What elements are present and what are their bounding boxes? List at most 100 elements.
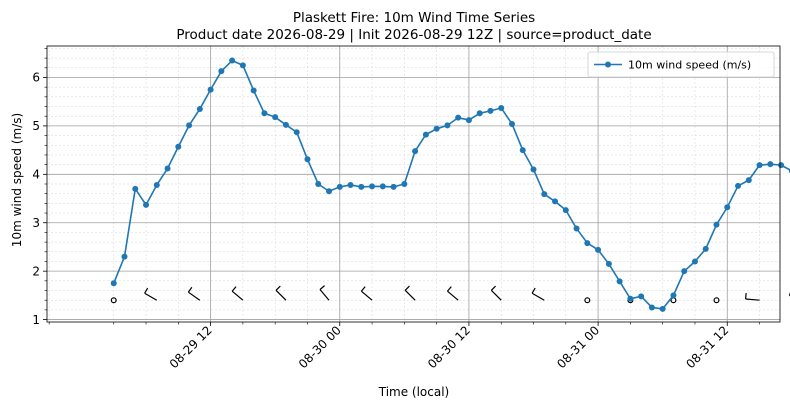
data-point	[627, 295, 634, 302]
legend-label: 10m wind speed (m/s)	[628, 59, 751, 72]
wind-barb-feather	[360, 286, 366, 292]
data-point	[186, 122, 193, 129]
minor-grid	[47, 46, 780, 322]
wind-barb-staff	[360, 290, 373, 301]
x-tick-label: 08-31 00	[554, 323, 602, 371]
series-line	[112, 59, 790, 310]
data-point	[379, 183, 386, 190]
data-point	[175, 143, 182, 150]
x-tick-label: 08-30 00	[296, 323, 344, 371]
data-point	[422, 131, 429, 138]
wind-barb-feather	[319, 285, 325, 290]
wind-barb-calm	[584, 297, 591, 304]
y-axis-label: 10m wind speed (m/s)	[10, 113, 24, 247]
data-point	[358, 183, 365, 190]
data-point	[691, 258, 698, 265]
data-point	[659, 305, 666, 312]
data-point	[347, 181, 354, 188]
data-point	[261, 110, 268, 117]
data-point	[530, 166, 537, 173]
data-point	[132, 185, 139, 192]
data-point	[519, 147, 526, 154]
y-tick-label: 1	[32, 313, 40, 327]
data-point	[465, 117, 472, 124]
data-point	[595, 246, 602, 253]
legend: 10m wind speed (m/s)	[587, 51, 775, 78]
wind-barb-feather	[446, 286, 452, 292]
axis-ticks	[43, 48, 760, 326]
wind-barb-staff	[319, 289, 330, 301]
wind-barb-feather	[275, 285, 281, 291]
data-point	[702, 245, 709, 252]
data-point	[724, 204, 731, 211]
data-point	[315, 181, 322, 187]
chart-title: Plaskett Fire: 10m Wind Time Series	[293, 10, 535, 26]
wind-barb-staff	[745, 298, 760, 301]
data-point	[605, 260, 612, 267]
data-point	[250, 87, 257, 94]
wind-barb-feather	[187, 286, 193, 293]
wind-barb-staff	[275, 289, 287, 301]
data-point	[369, 183, 376, 190]
x-axis-label: Time (local)	[378, 385, 450, 399]
wind-barbs	[110, 285, 790, 304]
wind-barb-staff	[490, 289, 502, 301]
data-point	[218, 68, 225, 75]
data-point	[756, 162, 763, 169]
data-point	[110, 280, 117, 287]
legend-marker-swatch	[605, 61, 611, 68]
data-point	[444, 122, 451, 129]
wind-barb-feather	[490, 285, 496, 291]
data-point	[508, 120, 515, 127]
y-tick-label: 5	[32, 119, 40, 133]
data-point	[735, 182, 742, 189]
data-point	[401, 181, 408, 187]
wind-barb-staff	[188, 291, 201, 301]
wind-barb-staff	[404, 289, 416, 301]
wind-barb-feather	[144, 287, 149, 294]
data-point	[239, 62, 246, 69]
major-grid	[47, 46, 780, 322]
data-point	[616, 278, 623, 285]
data-point	[272, 114, 279, 121]
x-tick-label: 08-31 12	[683, 323, 731, 371]
y-tick-label: 2	[32, 264, 40, 278]
wind-barb-staff	[231, 290, 244, 301]
data-point	[487, 107, 494, 114]
wind-barb-feather	[231, 286, 237, 292]
chart-subtitle: Product date 2026-08-29 | Init 2026-08-2…	[176, 27, 651, 43]
series-layer	[110, 57, 790, 312]
data-point	[778, 162, 785, 169]
data-point	[229, 57, 236, 64]
wind-barb-feather	[531, 287, 536, 294]
wind-barb-calm	[110, 297, 117, 304]
x-tick-label: 08-30 12	[425, 323, 473, 371]
data-point	[164, 165, 171, 172]
y-tick-labels: 1 2 3 4 5 6	[32, 71, 40, 327]
data-point	[412, 148, 419, 155]
x-tick-label: 08-29 12	[167, 323, 215, 371]
x-tick-labels: 08-29 12 08-30 00 08-30 12 08-31 00 08-31 12	[167, 323, 732, 371]
y-tick-label: 6	[32, 71, 40, 85]
data-point	[745, 177, 752, 184]
wind-barb-calm	[713, 297, 720, 304]
data-point	[648, 304, 655, 311]
data-point	[476, 110, 483, 117]
data-point	[282, 121, 289, 128]
data-point	[293, 129, 300, 136]
data-point	[552, 198, 559, 205]
data-point	[153, 181, 160, 188]
data-point	[336, 183, 343, 190]
data-point	[681, 268, 688, 275]
data-point	[638, 293, 645, 300]
data-point	[541, 191, 548, 198]
data-point	[196, 105, 203, 112]
data-point	[767, 161, 774, 168]
y-tick-label: 3	[32, 216, 40, 230]
data-point	[143, 201, 150, 208]
wind-barb-feather	[404, 285, 410, 291]
data-point	[207, 86, 214, 93]
data-point	[562, 207, 569, 214]
chart-title-group: Plaskett Fire: 10m Wind Time Series Prod…	[176, 10, 651, 43]
